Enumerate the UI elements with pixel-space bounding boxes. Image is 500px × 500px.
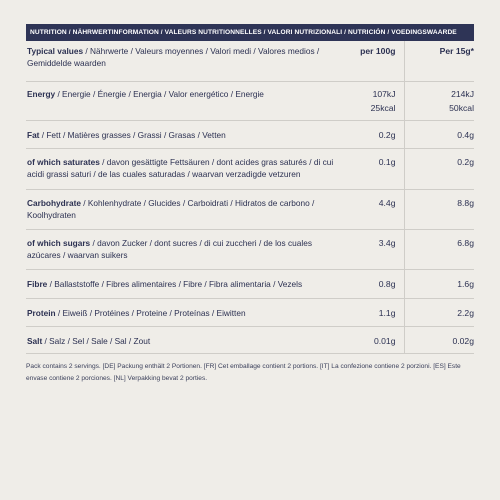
- nutrition-panel: NUTRITION / NÄHRWERTINFORMATION / VALEUR…: [26, 24, 474, 354]
- row-label: Carbohydrate / Kohlenhydrate / Glucides …: [26, 189, 344, 230]
- value-per-100g: 0.01g: [344, 326, 404, 354]
- value-per-15g: 214kJ 50kcal: [403, 81, 474, 121]
- value-per-15g: 1.6g: [403, 269, 474, 299]
- typical-values-label: Typical values / Nährwerte / Valeurs moy…: [26, 41, 344, 82]
- row-label: of which sugars / davon Zucker / dont su…: [26, 229, 344, 270]
- value-per-100g: 1.1g: [344, 298, 404, 327]
- nutrition-header: NUTRITION / NÄHRWERTINFORMATION / VALEUR…: [26, 24, 474, 41]
- value-per-15g: 2.2g: [403, 298, 474, 327]
- table-row-salt: Salt / Salz / Sel / Sale / Sal / Zout 0.…: [26, 326, 474, 354]
- table-row-carbohydrate: Carbohydrate / Kohlenhydrate / Glucides …: [26, 189, 474, 230]
- table-row-fat: Fat / Fett / Matières grasses / Grassi /…: [26, 120, 474, 149]
- table-row-energy: Energy / Energie / Énergie / Energia / V…: [26, 81, 474, 121]
- value-per-15g: 0.02g: [403, 326, 474, 354]
- value-per-15g: 6.8g: [403, 229, 474, 270]
- value-per-100g: 0.8g: [344, 269, 404, 299]
- value-per-100g: 0.2g: [344, 120, 404, 149]
- table-row-protein: Protein / Eiweiß / Protéines / Proteine …: [26, 298, 474, 327]
- value-per-15g: 0.4g: [403, 120, 474, 149]
- row-label: Salt / Salz / Sel / Sale / Sal / Zout: [26, 326, 344, 354]
- row-label: of which saturates / davon gesättigte Fe…: [26, 148, 344, 190]
- per-100g-header: per 100g: [344, 41, 404, 82]
- row-label: Fat / Fett / Matières grasses / Grassi /…: [26, 120, 344, 149]
- value-per-100g: 4.4g: [344, 189, 404, 230]
- row-label: Fibre / Ballaststoffe / Fibres alimentai…: [26, 269, 344, 299]
- servings-note: Pack contains 2 servings. [DE] Packung e…: [26, 363, 461, 382]
- table-row-saturates: of which saturates / davon gesättigte Fe…: [26, 148, 474, 190]
- value-per-100g: 107kJ 25kcal: [344, 81, 404, 121]
- table-row-fibre: Fibre / Ballaststoffe / Fibres alimentai…: [26, 269, 474, 299]
- value-per-100g: 3.4g: [344, 229, 404, 270]
- table-row-sugars: of which sugars / davon Zucker / dont su…: [26, 229, 474, 270]
- nutrition-table: Typical values / Nährwerte / Valeurs moy…: [26, 41, 474, 354]
- value-per-15g: 0.2g: [403, 148, 474, 190]
- per-15g-header: Per 15g*: [403, 41, 474, 82]
- row-label: Protein / Eiweiß / Protéines / Proteine …: [26, 298, 344, 327]
- table-header-row: Typical values / Nährwerte / Valeurs moy…: [26, 41, 474, 82]
- row-label: Energy / Energie / Énergie / Energia / V…: [26, 81, 344, 121]
- value-per-100g: 0.1g: [344, 148, 404, 190]
- value-per-15g: 8.8g: [403, 189, 474, 230]
